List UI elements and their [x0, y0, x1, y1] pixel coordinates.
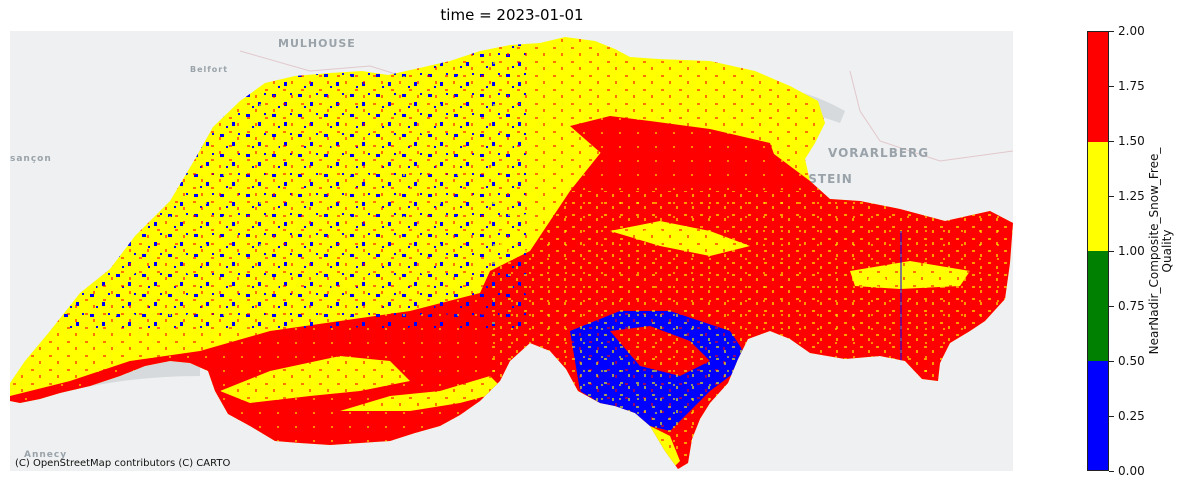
colorbar-title-line2: Quality	[1160, 229, 1174, 273]
colorbar-tick-label: 1.25	[1118, 189, 1145, 203]
colorbar-segment-red	[1088, 32, 1108, 142]
place-label-belfort: Belfort	[190, 65, 228, 74]
colorbar-tick-label: 0.75	[1118, 299, 1145, 313]
place-label-sancon: sançon	[10, 154, 52, 164]
place-label-annecy: Annecy	[24, 450, 67, 460]
colorbar-tick-label: 0.25	[1118, 409, 1145, 423]
map-attribution: (C) OpenStreetMap contributors (C) CARTO	[15, 458, 231, 469]
colorbar	[1087, 31, 1109, 471]
place-label-mulhouse: MULHOUSE	[278, 37, 356, 50]
colorbar-tick	[1109, 305, 1114, 307]
map-panel[interactable]: MULHOUSE Belfort BA sançon VORARLBERG EN…	[10, 31, 1013, 471]
colorbar-tick	[1109, 195, 1114, 197]
colorbar-tick	[1109, 85, 1114, 87]
colorbar-tick	[1109, 360, 1114, 362]
map-svg: MULHOUSE Belfort BA sançon VORARLBERG EN…	[10, 37, 1013, 469]
colorbar-tick	[1109, 140, 1114, 142]
colorbar-tick-label: 1.00	[1118, 244, 1145, 258]
colorbar-segment-yellow	[1088, 141, 1108, 251]
colorbar-tick	[1109, 470, 1114, 472]
colorbar-segment-blue	[1088, 360, 1108, 470]
colorbar-tick	[1109, 415, 1114, 417]
colorbar-title: NearNadir_Composite_Snow_Free_ Quality	[1147, 148, 1174, 355]
colorbar-tick-label: 1.75	[1118, 79, 1145, 93]
colorbar-tick	[1109, 30, 1114, 32]
place-label-vorarlberg: VORARLBERG	[828, 146, 929, 160]
colorbar-tick-label: 0.50	[1118, 354, 1145, 368]
plot-title: time = 2023-01-01	[440, 6, 584, 24]
colorbar-tick-label: 1.50	[1118, 134, 1145, 148]
colorbar-tick	[1109, 250, 1114, 252]
snow-quality-raster	[10, 37, 1013, 469]
colorbar-tick-label: 0.00	[1118, 464, 1145, 478]
colorbar-tick-label: 2.00	[1118, 24, 1145, 38]
colorbar-segment-green	[1088, 251, 1108, 361]
